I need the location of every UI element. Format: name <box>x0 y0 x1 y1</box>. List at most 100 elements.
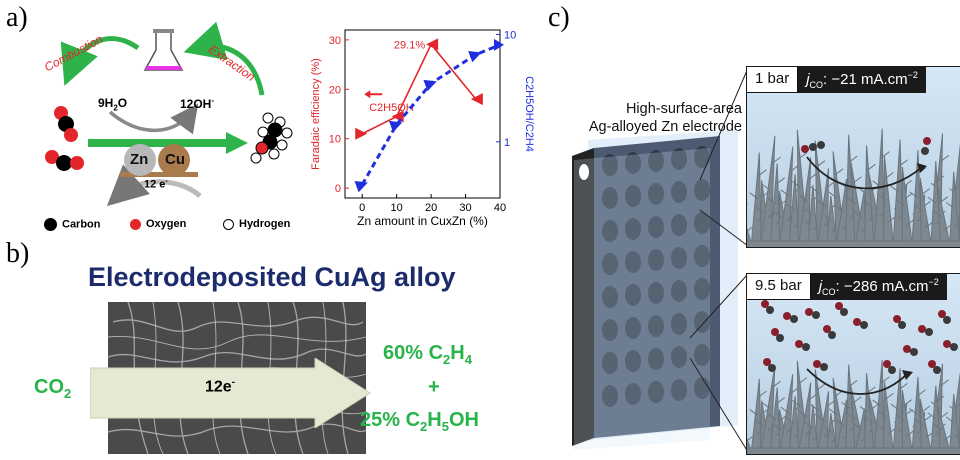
electrode-pore <box>648 150 664 172</box>
dendrite-branch <box>917 389 926 397</box>
y-left-axis-label: Faradaic efficiency (%) <box>310 58 322 170</box>
dendrite-branch <box>758 169 767 177</box>
co-molecule-bottom <box>938 310 951 324</box>
cu-label: Cu <box>165 151 185 168</box>
dendrite-branch <box>881 151 890 159</box>
electrode-pore <box>671 313 687 335</box>
co-molecule-top-1 <box>801 141 825 153</box>
dendrite-branch <box>927 196 937 204</box>
dendrite-branch <box>878 410 887 418</box>
electrode-label-line1: High-surface-area <box>625 101 742 117</box>
dendrite-branch <box>798 194 808 202</box>
legend-hydrogen: Hydrogen <box>223 218 290 230</box>
dendrite-branch <box>881 376 890 384</box>
y-right-axis-label: C2H5OH/C2H4 <box>523 76 535 152</box>
co-molecule-bottom <box>823 325 836 339</box>
dendrite-branch <box>773 424 783 432</box>
dendrite-branch <box>903 399 912 407</box>
x-tick-label: 0 <box>359 202 365 214</box>
electrode-pore <box>648 282 664 304</box>
electrode-pore <box>694 179 710 201</box>
pressure-1bar: 1 bar <box>747 67 799 93</box>
electrode-pore <box>648 381 664 403</box>
dendrite-branch <box>828 191 838 199</box>
dendrite-branch <box>914 204 924 212</box>
electrode-pore <box>671 247 687 269</box>
series-marker-c2h5oh <box>355 127 368 140</box>
dendrite-branch <box>810 186 820 194</box>
dendrite-growth-bottom <box>747 274 960 454</box>
series-marker-ratio <box>494 38 504 51</box>
series-marker-c2h5oh <box>426 38 439 51</box>
dendrite-branch <box>953 184 960 191</box>
red-series-legend-arrowhead <box>364 90 371 99</box>
dendrite-branch <box>939 196 949 204</box>
dendrite-branch <box>890 403 900 411</box>
electrode-pore <box>694 278 710 300</box>
dendrite-branch <box>835 205 845 213</box>
dendrite-branch <box>872 180 881 188</box>
electrode-side-pore <box>579 164 589 180</box>
electrode-pore <box>648 249 664 271</box>
product-c2h4: 60% C2H4 <box>383 342 472 367</box>
dendrite-branch <box>810 404 820 412</box>
connector-lines <box>689 67 749 453</box>
dendrite-branch <box>798 152 808 159</box>
dendrite-branch <box>859 188 869 196</box>
dendrite-branch <box>921 405 931 413</box>
electrode-pore <box>625 218 641 240</box>
electrode-pore <box>648 348 664 370</box>
electron-arrow <box>106 164 202 207</box>
dendrite-branch <box>927 412 937 420</box>
series-line-c2h5oh <box>361 42 477 135</box>
zn-label: Zn <box>130 151 149 168</box>
dendrite-branch <box>816 383 826 391</box>
ethanol-molecule <box>250 112 293 164</box>
co-molecule-bottom <box>835 302 848 316</box>
electrode-pore <box>602 154 618 176</box>
dendrite-branch <box>772 156 781 164</box>
dendrite-branch <box>896 414 906 422</box>
dendrite-branch <box>899 382 908 390</box>
dendrite-branch <box>847 412 856 420</box>
y-left-tick-label: 10 <box>329 134 341 146</box>
dendrite-branch <box>865 202 875 210</box>
series-marker-ratio <box>354 180 368 193</box>
electrode-pore <box>648 183 664 205</box>
inset-1bar: 1 bar jCO: −21 mA.cm−2 <box>746 66 960 248</box>
electrode-pore <box>671 379 687 401</box>
electrode-pore <box>625 284 641 306</box>
hydrogen-dot-icon <box>223 218 234 230</box>
panel-label-a: a) <box>6 2 28 33</box>
dendrite-branch <box>903 180 912 187</box>
electrode-pore <box>602 286 618 308</box>
co-molecule-bottom <box>771 328 784 342</box>
dendrite-branch <box>933 210 942 218</box>
dendrite-branch <box>878 194 887 202</box>
y-right-tick-label: 1 <box>504 137 510 149</box>
dendrite-branch <box>798 377 808 384</box>
co-molecule-bottom <box>813 360 828 371</box>
water-arrow <box>108 103 199 135</box>
x-axis-label: Zn amount in CuxZn (%) <box>357 214 488 228</box>
dendrite-branch <box>792 181 801 188</box>
zn-ball <box>124 144 156 176</box>
x-tick-label: 40 <box>494 202 506 214</box>
pressure-9-5bar: 9.5 bar <box>747 274 811 300</box>
dendrite-branch <box>772 380 781 388</box>
series-name-c2h5oh: C2H5OH <box>369 102 414 114</box>
electrode-plate <box>120 172 198 177</box>
legend-oxygen: Oxygen <box>130 218 186 230</box>
product-plus: + <box>428 376 440 398</box>
current-1bar: jCO: −21 mA.cm−2 <box>798 67 926 93</box>
electrode-pore <box>694 146 710 168</box>
electrode-pore <box>602 220 618 242</box>
dendrite-branch <box>853 210 863 218</box>
dendrite-branch <box>823 213 832 221</box>
x-tick-label: 10 <box>391 202 403 214</box>
dendrite-branch <box>905 219 915 226</box>
panel-label-b: b) <box>6 238 30 269</box>
electrode-pore <box>648 216 664 238</box>
electrode-label-line2: Ag-alloyed Zn electrode <box>588 119 742 135</box>
dendrite-branch <box>896 199 906 207</box>
